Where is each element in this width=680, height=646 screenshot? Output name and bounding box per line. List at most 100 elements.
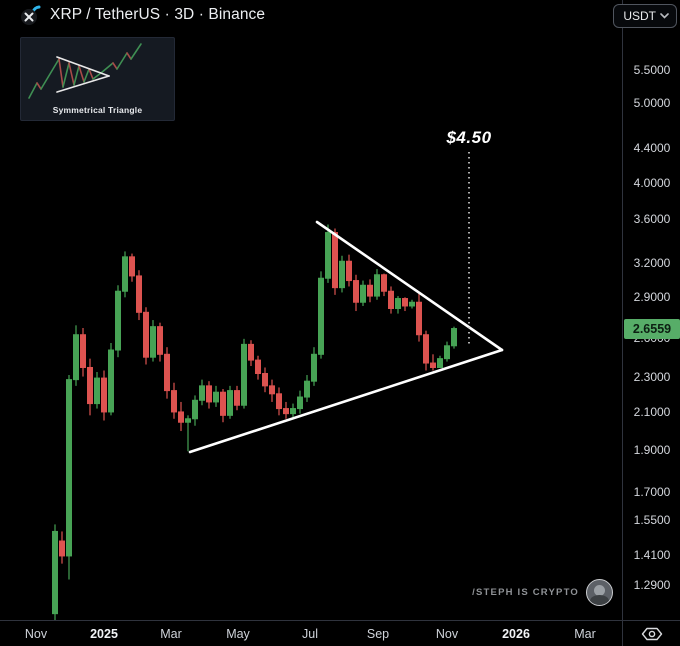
price-tick-label: 4.0000	[633, 175, 671, 190]
candle	[255, 359, 261, 375]
candle	[227, 390, 233, 416]
candle	[297, 396, 303, 410]
symbol-header[interactable]: XRP / TetherUS · 3D · Binance	[20, 4, 265, 26]
price-tick-label: 1.5500	[633, 512, 671, 527]
candle	[206, 385, 212, 403]
candle	[129, 256, 135, 277]
candle	[381, 274, 387, 292]
author-avatar	[586, 579, 613, 606]
candle	[164, 353, 170, 392]
time-tick-label: Nov	[435, 627, 459, 641]
candle	[213, 391, 219, 403]
price-tick-label: 1.7000	[633, 484, 671, 499]
price-tick-label: 3.6000	[633, 211, 671, 226]
candle	[444, 345, 450, 360]
candle	[311, 353, 317, 382]
pattern-inset-card[interactable]: Symmetrical Triangle	[20, 37, 175, 121]
price-tick-label: 3.2000	[633, 255, 671, 270]
symbol-title: XRP / TetherUS · 3D · Binance	[50, 6, 266, 23]
candle	[234, 390, 240, 406]
candle	[73, 334, 79, 381]
time-tick-label: May	[226, 627, 250, 641]
candle	[52, 530, 58, 615]
pattern-inset-label: Symmetrical Triangle	[52, 105, 143, 115]
candle	[290, 408, 296, 415]
current-price-badge: 2.6559	[624, 319, 680, 339]
candle	[150, 326, 156, 358]
price-axis[interactable]: 1.2900 1.4100 1.5500 1.7000 1.9000 2.1000 2.30…	[622, 0, 680, 620]
candle	[423, 334, 429, 364]
candle	[248, 343, 254, 361]
candle	[276, 393, 282, 410]
currency-selector-button[interactable]: USDT	[613, 4, 677, 28]
candle	[66, 379, 72, 557]
candle	[101, 377, 107, 413]
xrp-logo-icon	[20, 4, 42, 26]
candles-layer	[52, 224, 457, 620]
candle	[59, 540, 65, 557]
candle	[430, 362, 436, 368]
candle	[451, 328, 457, 347]
candle	[283, 408, 289, 415]
candle	[262, 373, 268, 387]
candle	[437, 358, 443, 368]
price-tick-label: 2.1000	[633, 404, 671, 419]
candle	[178, 411, 184, 423]
lower_trendline[interactable]	[188, 348, 504, 454]
price-tick-label: 1.4100	[633, 547, 671, 562]
time-tick-label: Sep	[366, 627, 390, 641]
time-tick-label: Jul	[302, 627, 318, 641]
candle	[269, 385, 275, 395]
price-tick-label: 2.9000	[633, 289, 671, 304]
candle	[346, 260, 352, 282]
watermark-text: /STEPH IS CRYPTO	[472, 587, 579, 598]
candle	[409, 301, 415, 307]
candle	[241, 343, 247, 406]
candle	[143, 311, 149, 358]
candle	[199, 385, 205, 401]
candle	[367, 284, 373, 297]
candle	[157, 326, 163, 355]
candle	[374, 274, 380, 297]
candle	[318, 277, 324, 355]
symmetrical-triangle-illustration	[28, 43, 142, 99]
candle	[339, 260, 345, 289]
watermark: /STEPH IS CRYPTO	[472, 579, 613, 606]
time-axis[interactable]: Nov 2025 Mar May Jul Sep Nov 2026 Mar	[0, 620, 622, 646]
price-tick-label: 1.2900	[633, 577, 671, 592]
candle	[325, 232, 331, 279]
candle	[94, 377, 100, 405]
candle	[108, 349, 114, 413]
time-tick-label: Mar	[160, 627, 182, 641]
candle	[416, 301, 422, 336]
price-tick-label: 5.5000	[633, 62, 671, 77]
candle	[332, 232, 338, 289]
candle	[304, 380, 310, 398]
candle	[388, 290, 394, 310]
candle	[192, 399, 198, 420]
candle	[171, 390, 177, 413]
candle	[185, 418, 191, 423]
price-tick-label: 5.0000	[633, 95, 671, 110]
candle	[115, 290, 121, 351]
time-tick-label: 2026	[502, 627, 530, 641]
candle	[122, 256, 128, 292]
price-tick-label: 4.4000	[633, 140, 671, 155]
axis-settings-button[interactable]	[622, 620, 680, 646]
hexagon-settings-icon	[641, 627, 663, 641]
candle	[402, 298, 408, 307]
candle	[87, 366, 93, 405]
upper_trendline[interactable]	[315, 220, 504, 352]
candle	[136, 275, 142, 313]
time-tick-label: Nov	[24, 627, 48, 641]
price-target-label[interactable]: $4.50	[446, 128, 492, 147]
time-tick-label: Mar	[574, 627, 596, 641]
candle	[360, 284, 366, 303]
candle	[220, 391, 226, 416]
chevron-down-icon	[660, 13, 669, 19]
candle	[80, 334, 86, 368]
currency-label: USDT	[623, 9, 656, 23]
price-tick-label: 2.3000	[633, 369, 671, 384]
